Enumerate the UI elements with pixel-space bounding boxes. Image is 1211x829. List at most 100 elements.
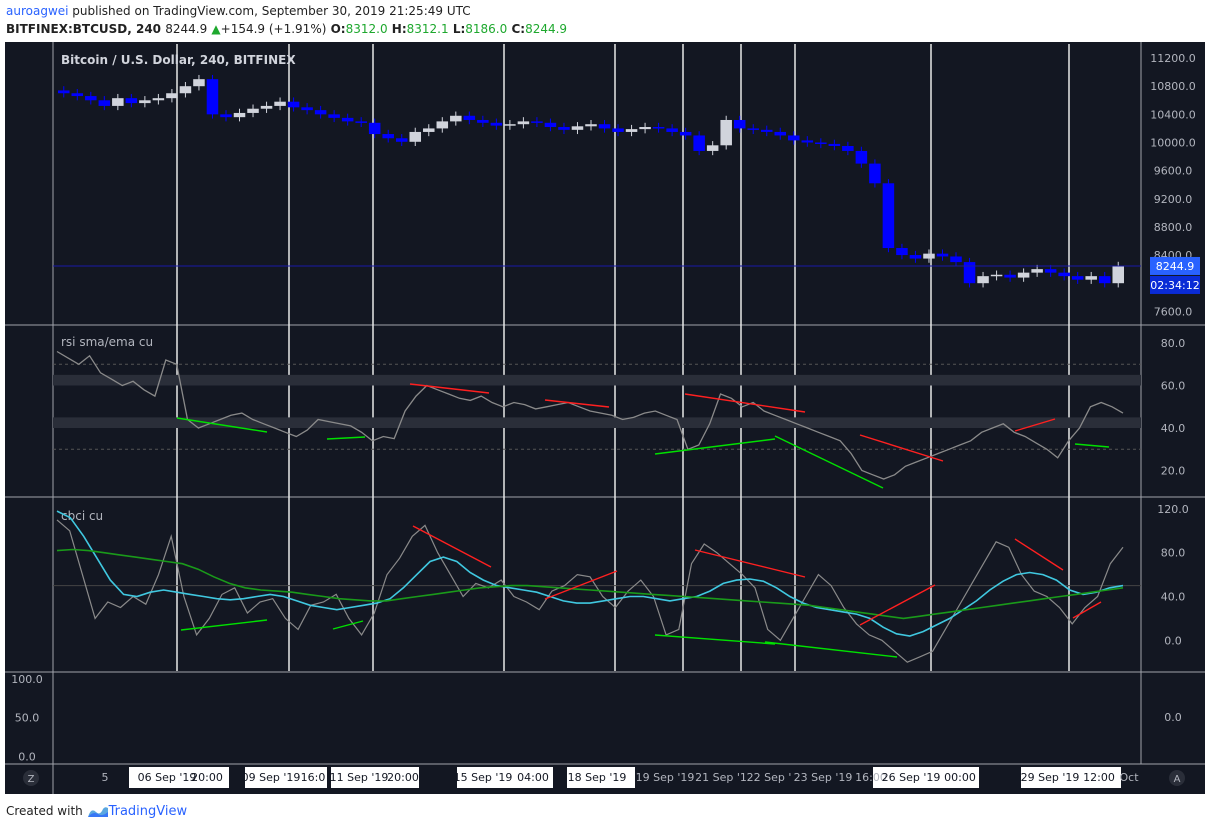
price-tick-label: 9600.0 [1154, 165, 1193, 178]
candle-body [909, 255, 922, 259]
time-tick-label: 19 Sep '19 [636, 771, 695, 784]
candle-body [382, 134, 394, 139]
candle-body [314, 110, 327, 115]
cbci-tick-label: 120.0 [1157, 503, 1189, 516]
time-highlight-box [331, 767, 419, 788]
candle-body [193, 79, 205, 87]
candle-body [544, 122, 557, 128]
candle-body [990, 274, 1003, 277]
rsi-band [53, 417, 1141, 428]
chart-frame[interactable]: 11200.0 10800.0 10400.0 10000.0 9600.0 9200.0… [5, 42, 1205, 794]
candle-body [220, 114, 232, 118]
time-tick-label: 23 Sep '19 [794, 771, 853, 784]
time-tick-label: 5 [102, 771, 109, 784]
cbci-bear-divergence-line [412, 525, 492, 568]
cbci-bull-divergence-line [654, 634, 776, 645]
time-tick-label: 26 Sep '19 [882, 771, 941, 784]
time-tick-label: 11 Sep '19 [330, 771, 389, 784]
candle-body [828, 143, 841, 147]
cbci-bear-divergence-line [1014, 538, 1064, 571]
candle-body [720, 119, 732, 146]
tradingview-brand[interactable]: TradingView [108, 804, 188, 819]
author-link[interactable]: auroagwei [6, 4, 69, 18]
candle-body [112, 98, 124, 106]
rsi-bear-divergence-line [544, 399, 610, 408]
candle-body [571, 126, 584, 130]
candle-body [733, 119, 746, 129]
candle-body [166, 93, 178, 99]
candle-body [71, 93, 84, 97]
rsi-bear-divergence-line [859, 434, 944, 462]
price-tick-label: 8800.0 [1154, 221, 1193, 234]
zoom-left-label: Z [28, 774, 35, 785]
time-tick-label: 09 Sep '19 [242, 771, 301, 784]
low-value: 8186.0 [465, 22, 508, 36]
candle-body [1044, 269, 1057, 273]
rsi-tick-label: 40.0 [1161, 422, 1186, 435]
candle-body [287, 101, 300, 108]
candle-body [490, 122, 503, 126]
price-tick-label: 10800.0 [1150, 80, 1196, 93]
candle-body [923, 253, 935, 259]
empty-pane-right-tick: 0.0 [1164, 711, 1182, 724]
up-arrow-icon: ▲ [211, 22, 221, 36]
last-price: 8244.9 [165, 22, 208, 36]
empty-pane-left-tick: 50.0 [15, 712, 40, 725]
time-tick-label: 21 Sep '1 [695, 771, 747, 784]
candle-body [341, 117, 354, 122]
candle-body [247, 108, 259, 113]
candle-body [274, 101, 286, 106]
open-value: 8312.0 [345, 22, 388, 36]
candle-body [125, 98, 138, 104]
price-pane-title: Bitcoin / U.S. Dollar, 240, BITFINEX [61, 53, 296, 67]
rsi-bull-divergence-line [774, 435, 884, 489]
candle-body [1058, 272, 1070, 277]
rsi-line [56, 350, 1124, 480]
symbol-line: BITFINEX:BTCUSD, 240 8244.9 ▲+154.9 (+1.… [6, 22, 567, 36]
candle-body [666, 128, 678, 132]
rsi-tick-label: 20.0 [1161, 465, 1186, 478]
candle-body [882, 183, 895, 249]
time-tick-label: 18 Sep '19 [568, 771, 627, 784]
chart-svg[interactable]: 11200.0 10800.0 10400.0 10000.0 9600.0 9200.0… [5, 42, 1205, 794]
rsi-bull-divergence-line [1074, 443, 1110, 448]
candle-body [260, 105, 273, 109]
time-tick-label: 15 Sep '19 [454, 771, 513, 784]
rsi-tick-label: 80.0 [1161, 337, 1186, 350]
candle-body [693, 135, 705, 151]
rsi-tick-label: 60.0 [1161, 380, 1186, 393]
candle-body [585, 124, 597, 127]
cbci-ema-line [56, 510, 1124, 637]
time-tick-label: 16:00 [855, 771, 887, 784]
countdown-label: 02:34:12 [1150, 279, 1199, 292]
open-label: O: [330, 22, 346, 36]
candle-body [1004, 274, 1016, 278]
cbci-bear-divergence-line [544, 570, 618, 600]
footer: Created with TradingView [6, 804, 187, 819]
candle-body [355, 121, 367, 123]
time-tick-label: 22 Sep ' [747, 771, 792, 784]
low-label: L: [452, 22, 466, 36]
candle-body [558, 127, 570, 130]
candle-body [625, 129, 638, 132]
candle-body [328, 114, 340, 118]
time-highlight-box [457, 767, 553, 788]
close-label: C: [511, 22, 526, 36]
candle-body [598, 124, 611, 129]
cbci-bull-divergence-line [180, 619, 268, 631]
time-tick-label: 06 Sep '19 [138, 771, 197, 784]
rsi-bull-divergence-line [654, 438, 776, 455]
candle-body [409, 131, 422, 142]
cbci-tick-label: 80.0 [1161, 547, 1186, 560]
candle-body [815, 142, 827, 144]
candle-body [463, 115, 476, 120]
candle-body [788, 135, 800, 141]
cbci-tick-label: 40.0 [1161, 591, 1186, 604]
candle-body [706, 145, 719, 151]
candle-body [1085, 276, 1097, 280]
price-tick-label: 9200.0 [1154, 193, 1193, 206]
candle-body [869, 163, 881, 184]
candle-body [1017, 272, 1030, 278]
symbol[interactable]: BITFINEX:BTCUSD, 240 [6, 22, 162, 36]
price-tick-label: 10000.0 [1150, 136, 1196, 149]
